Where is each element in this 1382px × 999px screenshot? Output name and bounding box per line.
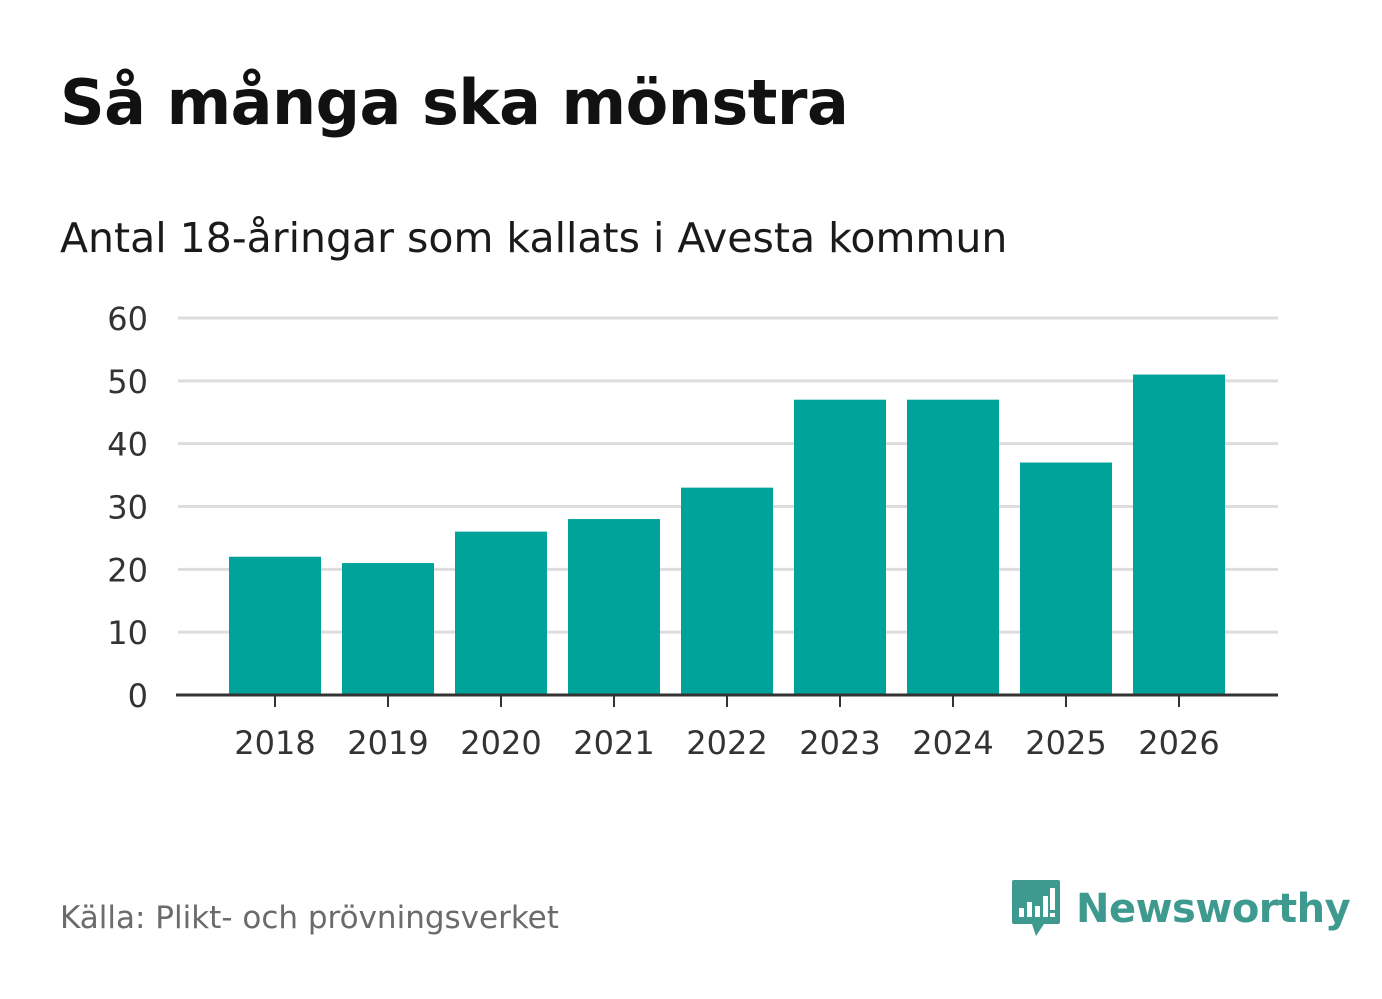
bar-2023 [794, 399, 886, 695]
bars [229, 374, 1225, 695]
y-tick-label: 30 [107, 489, 148, 527]
chart-subtitle: Antal 18-åringar som kallats i Avesta ko… [60, 214, 1008, 262]
bar-2022 [681, 487, 773, 695]
bar-2026 [1133, 374, 1225, 695]
x-tick-label: 2025 [1025, 724, 1106, 762]
y-tick-label: 0 [128, 677, 148, 715]
x-tick-label: 2018 [234, 724, 315, 762]
bar-2021 [568, 519, 660, 695]
x-tick-label: 2020 [460, 724, 541, 762]
y-tick-label: 10 [107, 614, 148, 652]
x-tick-label: 2021 [573, 724, 654, 762]
y-axis-labels: 0 10 20 30 40 50 60 [107, 300, 148, 715]
bar-2024 [907, 399, 999, 695]
y-tick-label: 40 [107, 426, 148, 464]
bar-2025 [1020, 462, 1112, 695]
brand-name: Newsworthy [1076, 886, 1351, 932]
x-tick-label: 2023 [799, 724, 880, 762]
y-tick-label: 20 [107, 551, 148, 589]
bar-2020 [455, 531, 547, 695]
x-axis [176, 693, 1278, 707]
y-tick-label: 60 [107, 300, 148, 338]
source-note: Källa: Plikt- och prövningsverket [60, 900, 559, 936]
newsworthy-logo-icon [1012, 880, 1060, 936]
bar-2018 [229, 556, 321, 695]
brand-logo: Newsworthy [1010, 878, 1351, 940]
y-tick-label: 50 [107, 363, 148, 401]
x-tick-label: 2022 [686, 724, 767, 762]
x-tick-label: 2026 [1138, 724, 1219, 762]
chart-title: Så många ska mönstra [60, 66, 849, 139]
bar-2019 [342, 563, 434, 695]
x-tick-label: 2024 [912, 724, 993, 762]
x-tick-label: 2019 [347, 724, 428, 762]
x-axis-labels: 2018 2019 2020 2021 2022 2023 2024 2025 2026 [234, 724, 1219, 762]
